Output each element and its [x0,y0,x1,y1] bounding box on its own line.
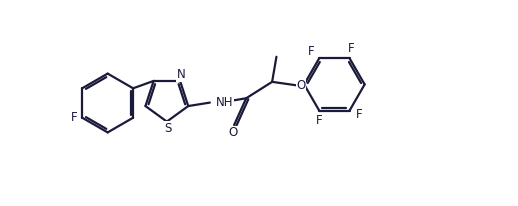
Text: O: O [228,126,238,139]
Text: F: F [71,111,78,124]
Text: F: F [349,42,355,55]
Text: S: S [164,122,171,135]
Text: NH: NH [216,96,234,109]
Text: F: F [308,45,315,58]
Text: O: O [296,79,306,92]
Text: F: F [356,109,363,122]
Text: F: F [316,114,323,127]
Text: N: N [177,68,185,81]
